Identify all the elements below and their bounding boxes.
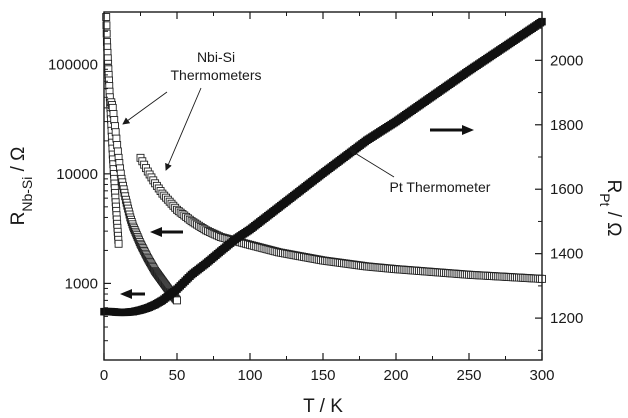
annotation-pt: Pt Thermometer bbox=[390, 179, 491, 195]
annotation-layer: Nbi-Si Thermometers Pt Thermometer bbox=[120, 49, 491, 299]
data-point bbox=[114, 239, 123, 248]
y-right-tick-label: 1400 bbox=[550, 246, 583, 263]
x-tick-label: 50 bbox=[169, 367, 186, 384]
y-left-tick-label: 100000 bbox=[48, 56, 98, 73]
series-1 bbox=[102, 13, 123, 248]
leader-arrow-nbsi-2 bbox=[165, 87, 202, 171]
y-left-axis-title-subscript: Nb-Si bbox=[19, 177, 35, 212]
direction-arrow-left-upper-head bbox=[150, 227, 162, 237]
series-3 bbox=[136, 153, 546, 283]
x-tick-label: 200 bbox=[383, 367, 408, 384]
data-point bbox=[111, 128, 120, 137]
annotation-nbsi-line2: Thermometers bbox=[170, 67, 261, 83]
data-layer bbox=[100, 13, 546, 317]
y-right-tick-label: 1200 bbox=[550, 310, 583, 327]
y-right-tick-label: 1600 bbox=[550, 181, 583, 198]
y-left-axis-title-unit: / Ω bbox=[8, 147, 29, 177]
data-point bbox=[102, 13, 111, 21]
leader-arrow-nbsi-1 bbox=[122, 91, 168, 125]
x-tick-label: 0 bbox=[100, 367, 108, 384]
data-point bbox=[113, 141, 122, 149]
y-left-axis-title: RNb-Si / Ω bbox=[8, 147, 35, 226]
leader-arrow-pt bbox=[349, 149, 395, 178]
annotation-nbsi-line1: Nbi-Si bbox=[197, 49, 235, 65]
x-tick-label: 250 bbox=[456, 367, 481, 384]
x-tick-label: 150 bbox=[310, 367, 335, 384]
x-axis-title: T / K bbox=[303, 396, 343, 417]
y-right-axis-title-main: R bbox=[603, 179, 624, 193]
axes-layer: 0 50 100 150 200 250 300 1000 10000 100000 1200 140… bbox=[8, 11, 624, 417]
y-right-tick-label: 2000 bbox=[550, 52, 583, 69]
y-right-axis-title: RPt / Ω bbox=[597, 179, 624, 236]
y-left-tick-label: 10000 bbox=[56, 166, 98, 183]
x-tick-label: 100 bbox=[237, 367, 262, 384]
y-right-axis-title-subscript: Pt bbox=[597, 193, 613, 206]
y-left-axis-title-main: R bbox=[8, 212, 29, 226]
y-right-axis-title-unit: / Ω bbox=[603, 206, 624, 236]
direction-arrow-left-lower-head bbox=[120, 289, 132, 299]
data-point bbox=[102, 21, 111, 30]
y-left-tick-label: 1000 bbox=[65, 275, 98, 292]
data-point bbox=[173, 296, 181, 305]
data-point bbox=[113, 147, 122, 156]
series-4 bbox=[100, 17, 546, 317]
y-right-tick-label: 1800 bbox=[550, 117, 583, 134]
data-point bbox=[102, 29, 111, 38]
direction-arrow-right-head bbox=[462, 125, 474, 135]
data-point bbox=[112, 134, 121, 143]
x-tick-label: 300 bbox=[529, 367, 554, 384]
